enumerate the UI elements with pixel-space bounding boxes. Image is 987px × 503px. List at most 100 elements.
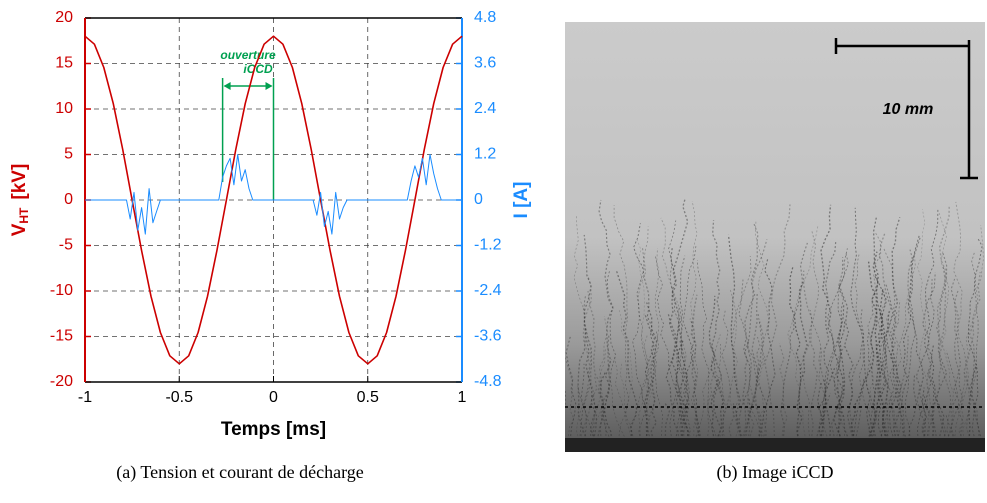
- streamer: [884, 312, 898, 441]
- caption: (a) Tension et courant de décharge: [116, 462, 363, 483]
- streamer: [629, 226, 649, 441]
- streamer: [916, 208, 939, 441]
- streamer: [850, 251, 879, 441]
- streamer: [930, 343, 945, 441]
- streamer: [945, 350, 959, 441]
- streamer: [689, 318, 701, 441]
- streamer: [819, 392, 831, 441]
- streamer: [946, 289, 963, 441]
- streamer: [590, 347, 607, 441]
- streamer: [953, 201, 969, 441]
- x-tick-label: -0.5: [165, 389, 193, 406]
- streamer: [619, 361, 633, 441]
- streamer: [787, 225, 819, 441]
- y-tick-label: 0: [64, 191, 73, 208]
- streamer: [871, 382, 885, 441]
- streamer: [885, 311, 900, 441]
- streamer: [655, 256, 677, 441]
- streamer: [896, 335, 909, 441]
- streamer: [872, 312, 887, 441]
- streamer: [644, 314, 658, 441]
- streamer: [849, 309, 865, 441]
- y2-tick-label: 4.8: [474, 9, 496, 26]
- streamer: [810, 310, 827, 441]
- y2-tick-label: -1.2: [474, 237, 502, 254]
- series-line: [85, 154, 462, 235]
- streamer: [697, 334, 721, 441]
- streamer: [750, 312, 764, 441]
- y2-tick-label: -2.4: [474, 282, 502, 299]
- streamer: [636, 239, 651, 441]
- streamer: [741, 223, 759, 441]
- streamer: [838, 319, 850, 441]
- streamer: [719, 343, 727, 441]
- streamer: [607, 358, 627, 441]
- streamer: [938, 212, 954, 441]
- streamer: [573, 214, 591, 441]
- streamer: [968, 322, 982, 441]
- y-tick-label: -10: [50, 282, 73, 299]
- streamer: [830, 257, 844, 441]
- y2-tick-label: 1.2: [474, 146, 496, 163]
- streamer: [654, 331, 663, 441]
- streamer: [749, 385, 767, 441]
- streamer: [754, 321, 765, 441]
- streamer: [596, 199, 614, 441]
- streamer: [866, 261, 880, 441]
- plot-area: -20-15-10-505101520-4.8-3.6-2.4-1.201.22…: [9, 9, 532, 440]
- streamer: [881, 247, 896, 441]
- streamer: [565, 391, 566, 440]
- streamer: [917, 209, 934, 440]
- streamer: [618, 308, 633, 441]
- streamer: [691, 294, 700, 441]
- streamer: [836, 385, 845, 441]
- y2-tick-label: 2.4: [474, 100, 496, 117]
- scale-label: 10 mm: [883, 101, 934, 118]
- streamer: [614, 357, 632, 441]
- iccd-image: 10 mm: [565, 22, 985, 452]
- y-tick-label: -20: [50, 373, 73, 390]
- streamers: [565, 197, 984, 441]
- streamer: [875, 288, 889, 441]
- streamer: [746, 239, 768, 441]
- x-axis-label: Temps [ms]: [221, 419, 326, 440]
- streamer: [923, 396, 938, 441]
- y2-tick-label: 0: [474, 191, 483, 208]
- streamer: [675, 307, 683, 441]
- scale-bar: [834, 38, 978, 180]
- streamer: [743, 397, 752, 441]
- streamer: [667, 313, 686, 441]
- streamer: [835, 346, 845, 441]
- electrode: [565, 438, 985, 452]
- streamer: [829, 248, 848, 441]
- y-axis-label-unit: [kV]: [9, 164, 30, 200]
- streamer: [580, 363, 587, 441]
- streamer: [590, 316, 609, 441]
- streamer: [738, 279, 768, 441]
- streamer: [681, 324, 694, 441]
- streamer: [865, 232, 882, 441]
- streamer: [710, 376, 720, 441]
- streamer: [587, 290, 607, 441]
- streamer: [696, 260, 718, 441]
- x-tick-label: 0.5: [357, 389, 379, 406]
- streamer: [778, 343, 788, 441]
- streamer: [904, 249, 916, 441]
- streamer: [675, 340, 689, 441]
- streamer: [764, 204, 791, 441]
- streamer: [800, 231, 819, 441]
- streamer: [694, 411, 702, 441]
- y2-tick-label: -4.8: [474, 373, 502, 390]
- streamer: [727, 234, 743, 441]
- streamer: [958, 372, 966, 441]
- streamer: [796, 282, 808, 441]
- streamer: [935, 251, 948, 441]
- streamer: [854, 409, 862, 441]
- annotation-text: ouverture: [220, 48, 276, 62]
- streamer: [757, 409, 764, 441]
- streamer: [680, 244, 697, 441]
- series-line: [84, 35, 463, 365]
- streamer: [668, 220, 687, 441]
- streamer: [836, 304, 845, 441]
